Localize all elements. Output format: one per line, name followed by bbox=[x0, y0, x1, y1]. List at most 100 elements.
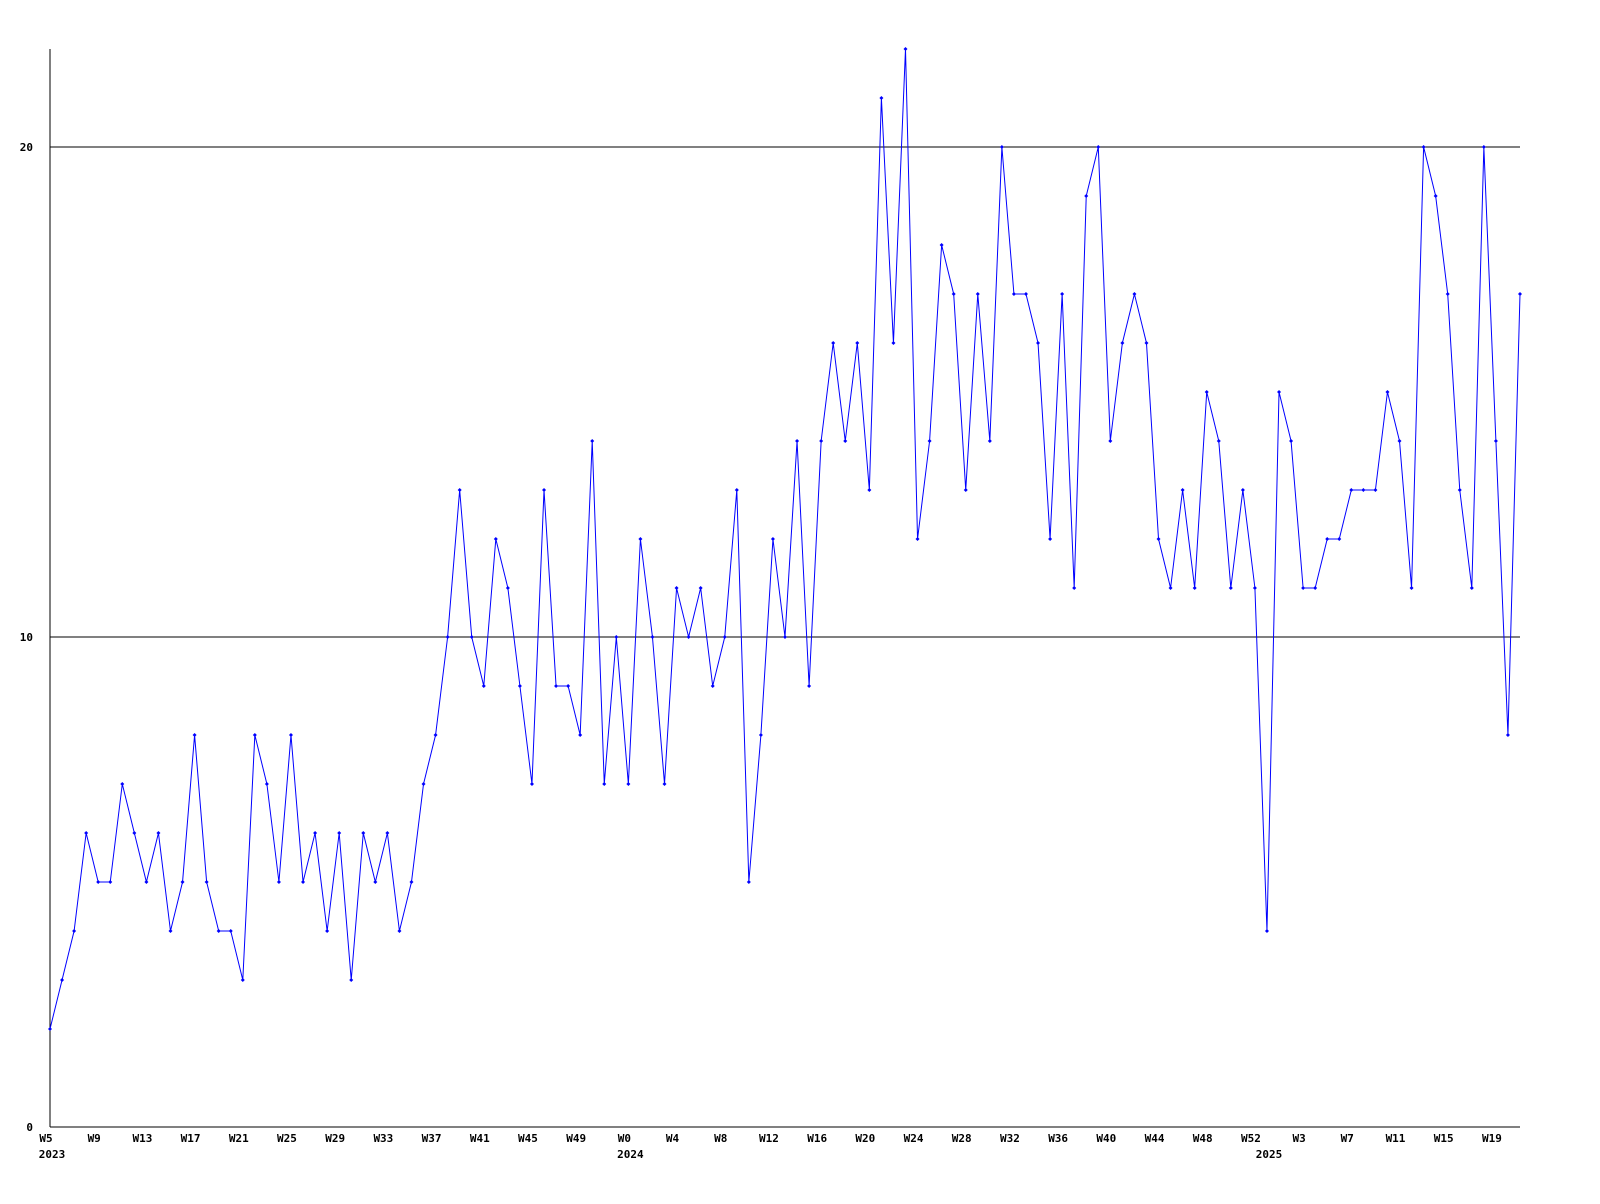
x-tick-label: W52 bbox=[1241, 1132, 1261, 1145]
marker bbox=[999, 145, 1004, 149]
marker bbox=[1397, 439, 1402, 443]
x-tick-label: W48 bbox=[1193, 1132, 1213, 1145]
x-year-label: 2025 bbox=[1256, 1148, 1283, 1161]
marker bbox=[843, 439, 848, 443]
marker bbox=[867, 488, 872, 492]
marker bbox=[1361, 488, 1366, 492]
x-tick-label: W21 bbox=[229, 1132, 249, 1145]
marker bbox=[1084, 194, 1089, 198]
marker bbox=[891, 341, 896, 345]
marker bbox=[1373, 488, 1378, 492]
x-tick-label: W20 bbox=[855, 1132, 875, 1145]
marker bbox=[433, 733, 438, 737]
marker bbox=[192, 733, 197, 737]
marker bbox=[758, 733, 763, 737]
marker bbox=[132, 831, 137, 835]
marker bbox=[722, 635, 727, 639]
marker bbox=[361, 831, 366, 835]
marker bbox=[1421, 145, 1426, 149]
marker bbox=[1445, 292, 1450, 296]
marker bbox=[529, 782, 534, 786]
x-tick-label: W29 bbox=[325, 1132, 345, 1145]
marker bbox=[975, 292, 980, 296]
marker bbox=[819, 439, 824, 443]
marker bbox=[313, 831, 318, 835]
marker bbox=[144, 880, 149, 884]
marker bbox=[276, 880, 281, 884]
marker bbox=[228, 929, 233, 933]
marker bbox=[710, 684, 715, 688]
marker bbox=[1481, 145, 1486, 149]
x-tick-label: W15 bbox=[1434, 1132, 1454, 1145]
marker bbox=[927, 439, 932, 443]
marker bbox=[84, 831, 89, 835]
marker bbox=[626, 782, 631, 786]
marker bbox=[770, 537, 775, 541]
marker bbox=[1493, 439, 1498, 443]
marker bbox=[1301, 586, 1306, 590]
marker bbox=[264, 782, 269, 786]
marker bbox=[1240, 488, 1245, 492]
marker bbox=[337, 831, 342, 835]
marker bbox=[1289, 439, 1294, 443]
marker bbox=[1156, 537, 1161, 541]
marker bbox=[1252, 586, 1257, 590]
marker bbox=[1072, 586, 1077, 590]
marker bbox=[108, 880, 113, 884]
marker bbox=[445, 635, 450, 639]
marker bbox=[1192, 586, 1197, 590]
marker bbox=[1036, 341, 1041, 345]
marker bbox=[1048, 537, 1053, 541]
marker bbox=[1469, 586, 1474, 590]
marker bbox=[385, 831, 390, 835]
marker bbox=[240, 978, 245, 982]
x-tick-label: W12 bbox=[759, 1132, 779, 1145]
marker bbox=[96, 880, 101, 884]
marker bbox=[686, 635, 691, 639]
marker bbox=[879, 96, 884, 100]
marker bbox=[650, 635, 655, 639]
marker bbox=[734, 488, 739, 492]
marker bbox=[638, 537, 643, 541]
marker bbox=[1264, 929, 1269, 933]
x-tick-label: W0 bbox=[618, 1132, 631, 1145]
marker bbox=[1060, 292, 1065, 296]
marker bbox=[373, 880, 378, 884]
marker bbox=[1011, 292, 1016, 296]
marker bbox=[1325, 537, 1330, 541]
marker bbox=[1385, 390, 1390, 394]
marker bbox=[1096, 145, 1101, 149]
x-tick-label: W40 bbox=[1096, 1132, 1116, 1145]
marker bbox=[288, 733, 293, 737]
x-tick-label: W11 bbox=[1386, 1132, 1406, 1145]
marker bbox=[72, 929, 77, 933]
marker bbox=[1216, 439, 1221, 443]
marker bbox=[674, 586, 679, 590]
x-tick-label: W3 bbox=[1292, 1132, 1305, 1145]
marker bbox=[542, 488, 547, 492]
line bbox=[49, 48, 1521, 1030]
marker bbox=[1337, 537, 1342, 541]
x-tick-label: W7 bbox=[1341, 1132, 1354, 1145]
marker bbox=[469, 635, 474, 639]
x-tick-label: W45 bbox=[518, 1132, 538, 1145]
x-tick-label: W13 bbox=[132, 1132, 152, 1145]
marker bbox=[1120, 341, 1125, 345]
marker bbox=[807, 684, 812, 688]
marker bbox=[578, 733, 583, 737]
x-tick-label: W8 bbox=[714, 1132, 727, 1145]
marker bbox=[783, 635, 787, 639]
marker bbox=[60, 978, 65, 982]
x-tick-label: W41 bbox=[470, 1132, 490, 1145]
marker bbox=[1228, 586, 1233, 590]
marker bbox=[915, 537, 920, 541]
y-tick-label: 0 bbox=[26, 1121, 33, 1134]
marker bbox=[1409, 586, 1414, 590]
marker bbox=[517, 684, 522, 688]
marker bbox=[457, 488, 462, 492]
marker bbox=[795, 439, 800, 443]
marker bbox=[301, 880, 306, 884]
x-tick-label: W33 bbox=[373, 1132, 393, 1145]
